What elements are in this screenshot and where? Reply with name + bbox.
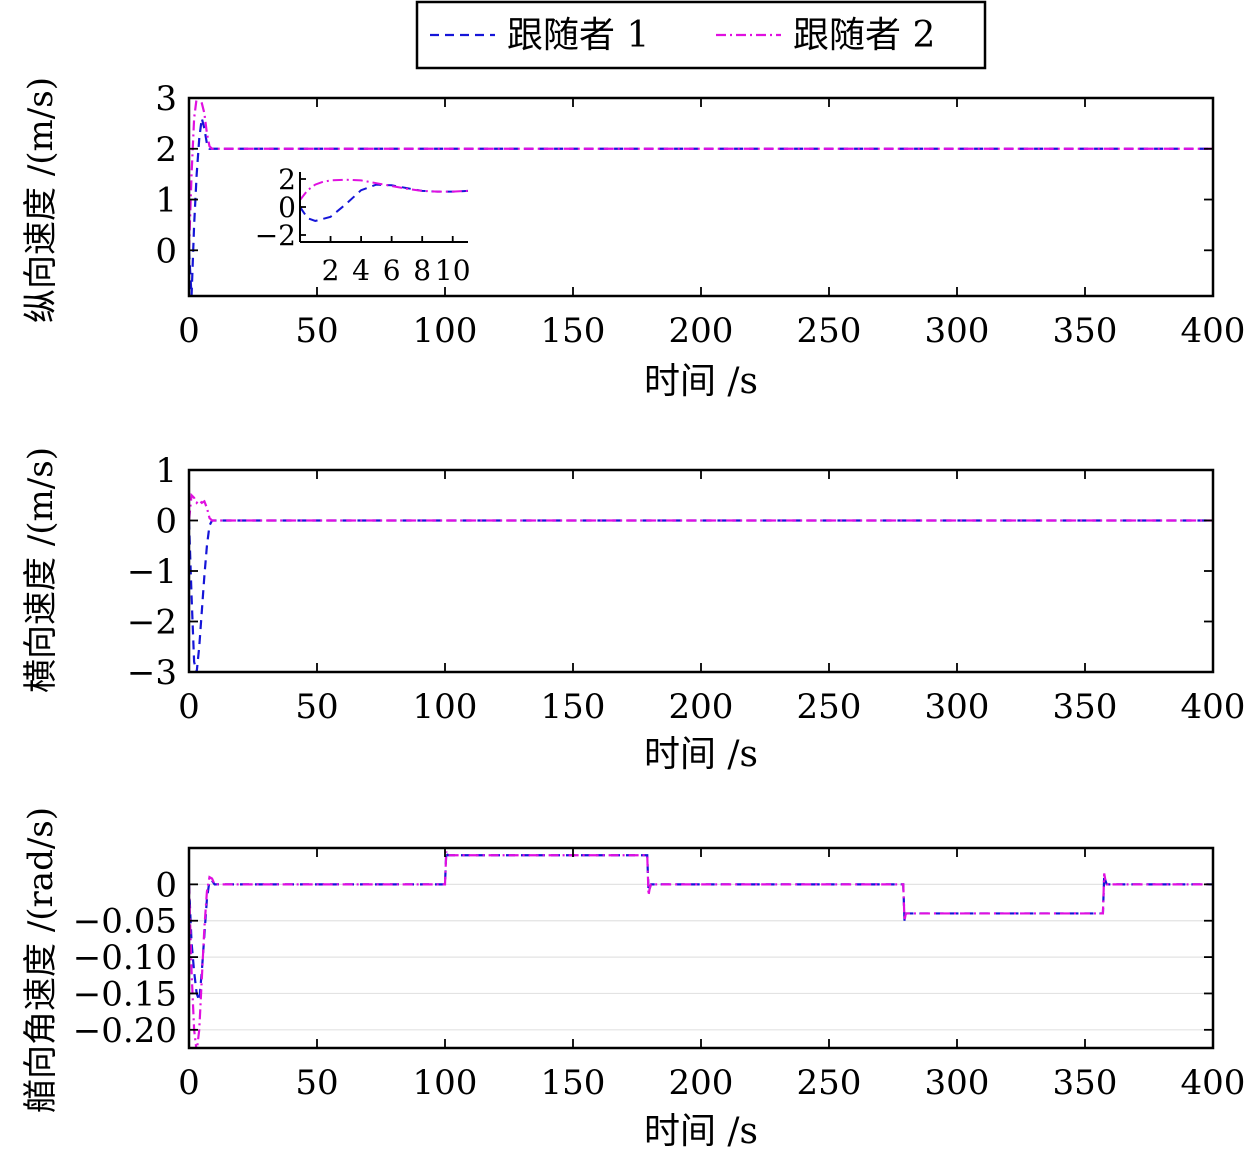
ylabel-longitudinal-velocity: 纵向速度 /(m/s) — [21, 77, 61, 323]
x-tick-label-2: 100 — [413, 1063, 478, 1103]
panel-lateral-velocity: 0 50 100 150 200 250 300 350 400 −3 −2 −1 0 1 — [127, 451, 1246, 727]
legend-box — [415, 0, 987, 70]
x-tick-label-1: 50 — [295, 311, 338, 351]
x-tick-label-1: 50 — [295, 1063, 338, 1103]
series-line-2 — [189, 492, 1213, 522]
inset-series-line-2 — [299, 178, 469, 201]
x-tick-label-6: 300 — [925, 687, 990, 727]
x-tick-label-5: 250 — [797, 687, 862, 727]
x-tick-label-7: 350 — [1053, 1063, 1118, 1103]
y-tick-label-4: 1 — [155, 451, 177, 491]
ylabel-lateral-velocity: 横向速度 /(m/s) — [21, 447, 61, 693]
series-line-2 — [189, 98, 1213, 251]
y-tick-label-4: 0 — [155, 865, 177, 905]
xlabel-lateral-velocity: 时间 /s — [644, 734, 758, 775]
x-tick-label-5: 250 — [797, 311, 862, 351]
xlabel-yaw-rate: 时间 /s — [644, 1111, 758, 1152]
x-tick-label-3: 150 — [541, 687, 606, 727]
panel-yaw-rate: 0 50 100 150 200 250 300 350 400 −0.20−0.15−0.10−… — [73, 846, 1246, 1103]
plot-frame — [187, 846, 1215, 1050]
y-tick-label-3: 3 — [155, 79, 177, 119]
legend-label-follower-2: 跟随者 2 — [793, 15, 935, 56]
y-tick-label-1: −2 — [127, 603, 177, 643]
x-tick-label-0: 0 — [178, 687, 200, 727]
y-tick-label-3: 0 — [155, 502, 177, 542]
x-tick-label-4: 200 — [669, 311, 734, 351]
legend: 跟随者 1 跟随者 2 — [415, 0, 987, 70]
y-tick-label-1: 1 — [155, 181, 177, 221]
series-line-1 — [189, 851, 1213, 1002]
x-tick-label-0: 0 — [178, 1063, 200, 1103]
plot-frame — [187, 468, 1215, 674]
inset-y-tick-label-0: −2 — [255, 219, 296, 252]
inset-plot: 2 4 6 8 10−202 — [255, 163, 471, 287]
inset-x-tick-label-0: 2 — [322, 254, 340, 287]
y-tick-label-0: −3 — [127, 653, 177, 693]
x-tick-label-6: 300 — [925, 311, 990, 351]
x-tick-label-7: 350 — [1053, 687, 1118, 727]
inset-x-tick-label-3: 8 — [413, 254, 431, 287]
x-tick-label-8: 400 — [1181, 311, 1246, 351]
x-tick-label-6: 300 — [925, 1063, 990, 1103]
y-tick-label-0: −0.20 — [73, 1011, 177, 1051]
x-tick-label-8: 400 — [1181, 1063, 1246, 1103]
y-tick-label-3: −0.05 — [73, 902, 177, 942]
x-tick-label-4: 200 — [669, 687, 734, 727]
plot-frame — [187, 96, 1215, 298]
inset-x-tick-label-4: 10 — [435, 254, 471, 287]
x-tick-label-2: 100 — [413, 687, 478, 727]
x-tick-label-4: 200 — [669, 1063, 734, 1103]
inset-x-tick-label-2: 6 — [383, 254, 401, 287]
series-line-2 — [189, 851, 1213, 1048]
y-tick-label-2: −0.10 — [73, 938, 177, 978]
inset-y-tick-label-1: 0 — [278, 191, 296, 224]
x-tick-label-5: 250 — [797, 1063, 862, 1103]
inset-x-tick-label-1: 4 — [352, 254, 370, 287]
x-tick-label-3: 150 — [541, 1063, 606, 1103]
series-line-1 — [189, 519, 1213, 672]
x-tick-label-3: 150 — [541, 311, 606, 351]
ylabel-yaw-rate: 艏向角速度 /(rad/s) — [21, 807, 61, 1113]
inset-y-tick-label-2: 2 — [278, 163, 296, 196]
xlabel-longitudinal-velocity: 时间 /s — [644, 361, 758, 402]
legend-label-follower-1: 跟随者 1 — [507, 15, 649, 56]
x-tick-label-1: 50 — [295, 687, 338, 727]
y-tick-label-2: −1 — [127, 552, 177, 592]
y-tick-label-1: −0.15 — [73, 974, 177, 1014]
x-tick-label-7: 350 — [1053, 311, 1118, 351]
series-line-1 — [189, 118, 1213, 296]
inset-series-line-1 — [299, 183, 469, 223]
x-tick-label-0: 0 — [178, 311, 200, 351]
x-tick-label-2: 100 — [413, 311, 478, 351]
y-tick-label-0: 0 — [155, 231, 177, 271]
x-tick-label-8: 400 — [1181, 687, 1246, 727]
y-tick-label-2: 2 — [155, 130, 177, 170]
